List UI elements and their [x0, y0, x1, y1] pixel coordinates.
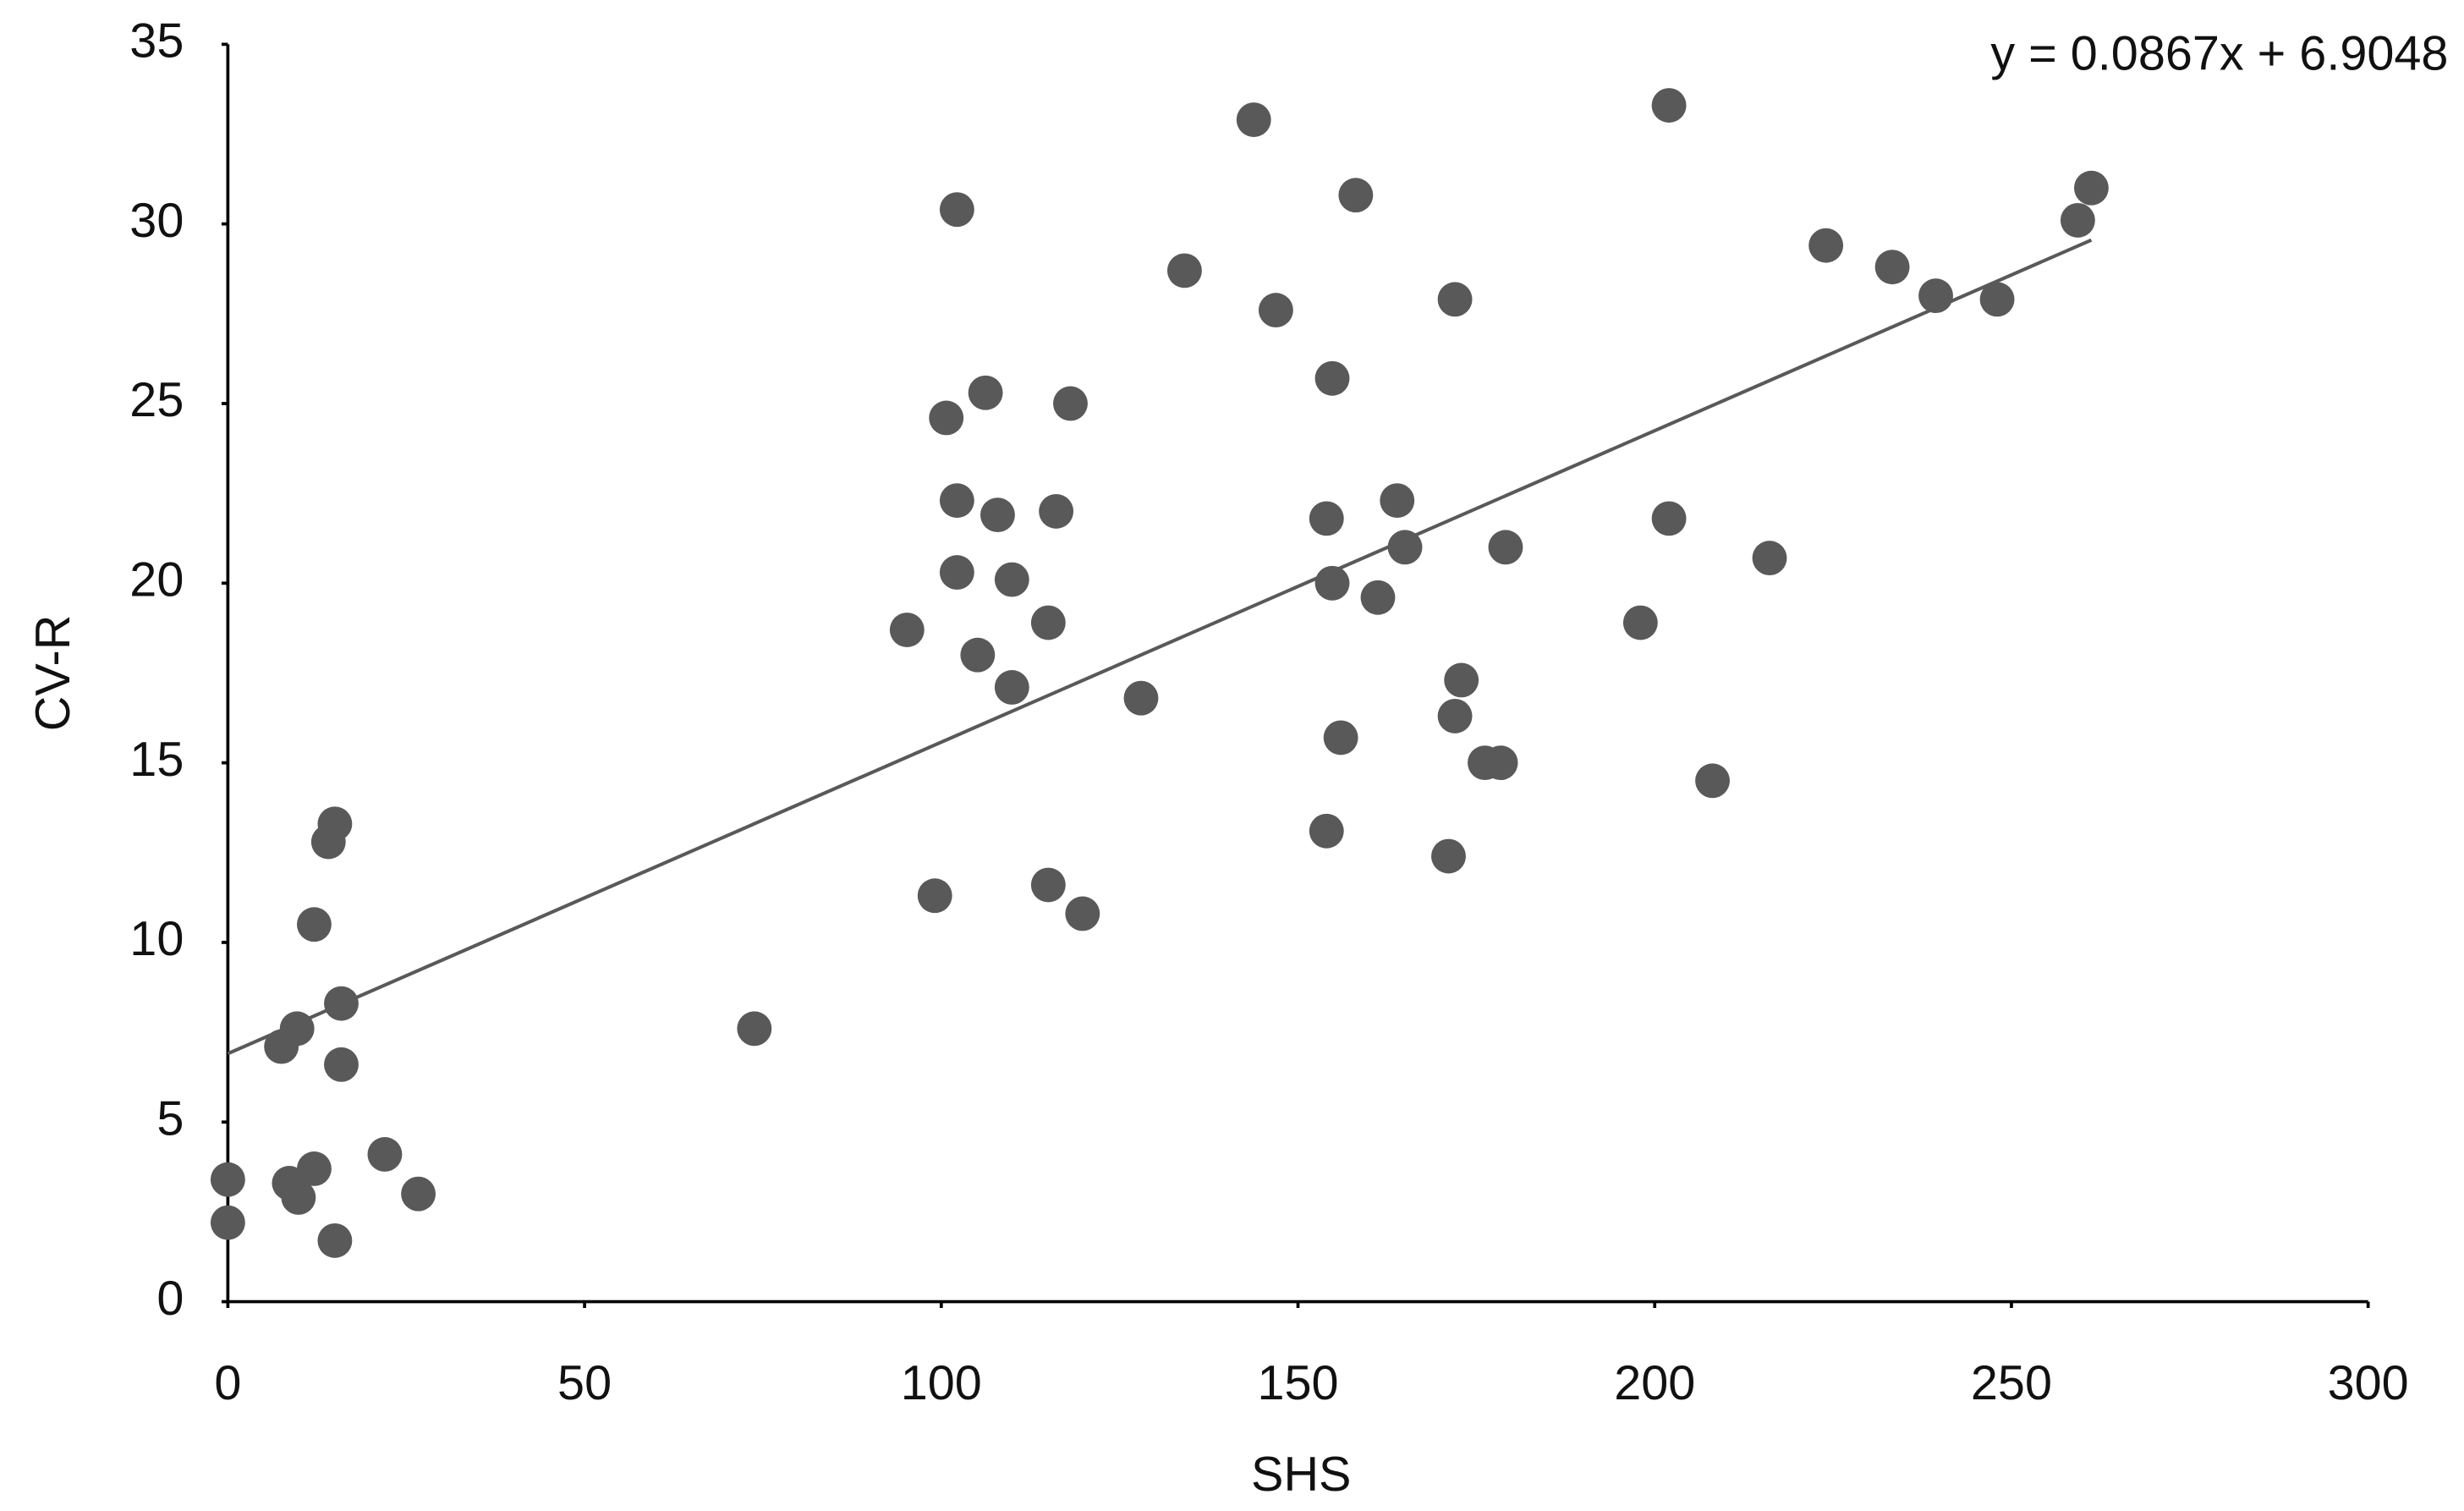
scatter-point [1437, 282, 1473, 317]
scatter-point [2060, 202, 2095, 238]
scatter-point [1918, 278, 1953, 314]
scatter-point [994, 670, 1029, 705]
x-axis-label: SHS [1251, 1448, 1351, 1502]
scatter-point [1622, 605, 1658, 640]
x-tick-label: 100 [901, 1356, 982, 1410]
y-tick-label: 25 [129, 373, 184, 427]
scatter-point [1483, 745, 1518, 781]
scatter-point [1338, 178, 1374, 213]
scatter-point [1979, 282, 2015, 317]
y-tick-label: 20 [129, 553, 184, 607]
y-tick-label: 35 [129, 14, 184, 69]
scatter-point [1309, 813, 1344, 849]
scatter-point [968, 375, 1003, 410]
scatter-point [1258, 293, 1293, 328]
scatter-point [1444, 662, 1479, 698]
scatter-point [1874, 250, 1910, 285]
scatter-point [939, 483, 974, 519]
x-tick-label: 250 [1971, 1356, 2052, 1410]
trendline-equation: y = 0.0867x + 6.9048 [1990, 26, 2448, 80]
scatter-point [279, 1011, 315, 1047]
scatter-point [1431, 838, 1466, 874]
scatter-point [917, 878, 952, 914]
scatter-point [296, 907, 332, 942]
y-axis-label: CV-R [26, 615, 80, 732]
y-tick-label: 30 [129, 194, 184, 248]
scatter-point [994, 562, 1029, 597]
scatter-point [1437, 698, 1473, 734]
y-tick-label: 0 [156, 1272, 184, 1326]
scatter-point [1166, 253, 1202, 288]
scatter-point [281, 1179, 316, 1215]
scatter-point [1488, 530, 1523, 565]
scatter-point [737, 1011, 772, 1047]
scatter-point [1808, 228, 1844, 263]
scatter-point [317, 806, 353, 842]
scatter-point [1323, 720, 1358, 756]
scatter-point [1695, 763, 1730, 799]
scatter-point [1360, 580, 1396, 615]
scatter-point [1030, 605, 1066, 640]
scatter-point [2073, 170, 2109, 206]
scatter-point [1387, 530, 1423, 565]
scatter-point [1053, 386, 1088, 421]
scatter-point [939, 555, 974, 591]
scatter-point [324, 986, 359, 1021]
scatter-point [367, 1137, 403, 1172]
y-tick-label: 15 [129, 733, 184, 787]
scatter-point [296, 1151, 332, 1186]
trendline [227, 238, 2093, 1056]
scatter-point [1236, 102, 1271, 137]
x-tick-label: 200 [1614, 1356, 1695, 1410]
scatter-point [1752, 541, 1787, 576]
scatter-point [929, 400, 964, 436]
scatter-point [1123, 680, 1159, 716]
y-tick-label: 5 [156, 1091, 184, 1146]
scatter-point [1309, 501, 1344, 536]
x-tick-label: 300 [2328, 1356, 2409, 1410]
scatter-point [1039, 493, 1074, 529]
scatter-point [210, 1205, 245, 1240]
scatter-point [1651, 501, 1687, 536]
x-tick-label: 0 [214, 1356, 241, 1410]
y-tick-label: 10 [129, 912, 184, 966]
scatter-point [1651, 88, 1687, 123]
scatter-point [1065, 896, 1100, 931]
scatter-point [980, 497, 1015, 533]
scatter-point [317, 1223, 353, 1258]
x-tick-label: 150 [1257, 1356, 1338, 1410]
scatter-point [1030, 867, 1066, 903]
scatter-point [1314, 565, 1350, 601]
scatter-point [960, 637, 996, 673]
scatter-point [889, 613, 925, 647]
scatter-point [1380, 483, 1415, 519]
scatter-point [401, 1176, 436, 1212]
scatter-point [324, 1047, 359, 1082]
scatter-point [939, 192, 974, 228]
x-tick-label: 50 [557, 1356, 612, 1410]
scatter-point [1314, 360, 1350, 396]
scatter-point [210, 1162, 245, 1197]
